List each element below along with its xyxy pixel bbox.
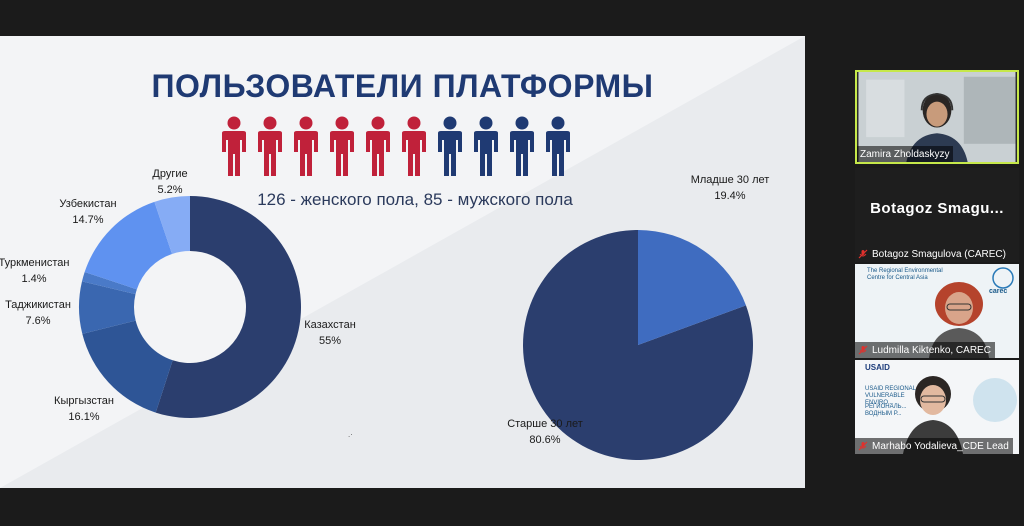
participant-name-bar: Botagoz Smagulova (CAREC) — [855, 246, 1010, 262]
age-pie-slice-label: Старше 30 лет 80.6% — [507, 416, 583, 448]
country-donut-slice — [82, 320, 173, 413]
country-donut-slice-label: Казахстан 55% — [304, 317, 356, 349]
carec-logo-text: carec — [989, 288, 1008, 295]
slice-value: 5.2% — [157, 184, 183, 196]
slice-name: Старше 30 лет — [507, 418, 583, 430]
stray-mark: .· — [348, 430, 353, 439]
mic-muted-icon — [858, 441, 868, 451]
person-male-icon — [546, 116, 570, 176]
person-female-icon — [222, 116, 246, 176]
slice-name: Узбекистан — [59, 198, 117, 210]
participant-name-bar: Zamira Zholdaskyzy — [857, 146, 954, 162]
slide-title: ПОЛЬЗОВАТЕЛИ ПЛАТФОРМЫ — [151, 68, 654, 104]
country-donut-slice — [154, 196, 190, 254]
participant-name-bar: Ludmilla Kiktenko, CAREC — [855, 342, 995, 358]
gender-stat-text: 126 - женского пола, 85 - мужского пола — [257, 190, 573, 209]
participant-tile-marhabo[interactable]: USAID USAID REGIONAL VULNERABLE ENVIRO..… — [855, 360, 1019, 454]
slice-name: Туркменистан — [0, 257, 70, 269]
slice-name: Другие — [152, 168, 188, 180]
slice-value: 7.6% — [25, 315, 51, 327]
country-donut-slice — [79, 281, 136, 334]
person-female-icon — [330, 116, 354, 176]
country-donut-slice — [81, 272, 137, 295]
participant-name: Zamira Zholdaskyzy — [860, 148, 950, 160]
participant-tile-zamira[interactable]: Zamira Zholdaskyzy — [855, 70, 1019, 164]
slice-name: Казахстан — [304, 319, 356, 331]
slice-name: Кыргызстан — [54, 395, 114, 407]
participant-name-bar: Marhabo Yodalieva_CDE Lead — [855, 438, 1013, 454]
person-female-icon — [402, 116, 426, 176]
slice-value: 1.4% — [21, 273, 47, 285]
country-donut-slice-label: Узбекистан 14.7% — [59, 196, 116, 228]
slice-name: Младше 30 лет — [690, 174, 770, 186]
participant-name: Botagoz Smagulova (CAREC) — [872, 248, 1006, 260]
background-text: РЕГИОНАЛЬ... ВОДНЫМ Р... — [865, 404, 907, 417]
person-female-icon — [366, 116, 390, 176]
people-icons — [222, 116, 570, 176]
participant-name: Ludmilla Kiktenko, CAREC — [872, 344, 991, 356]
background-text: The Regional Environmental Centre for Ce… — [867, 268, 943, 281]
participant-no-video — [855, 168, 1019, 262]
person-male-icon — [438, 116, 462, 176]
background-text: USAID REGIONAL VULNERABLE ENVIRO... — [865, 386, 916, 406]
person-male-icon — [510, 116, 534, 176]
slice-value: 55% — [318, 335, 342, 347]
country-donut-slice-label: Кыргызстан 16.1% — [54, 393, 114, 425]
age-pie-slice-label: Младше 30 лет 19.4% — [691, 172, 770, 204]
participant-tile-botagoz[interactable]: Botagoz Smagu... Botagoz Smagulova (CARE… — [855, 168, 1019, 262]
mic-muted-icon — [858, 249, 868, 259]
shared-slide: ПОЛЬЗОВАТЕЛИ ПЛАТФОРМЫ 126 - женского по… — [0, 36, 805, 488]
participant-tile-ludmilla[interactable]: The Regional Environmental Centre for Ce… — [855, 264, 1019, 358]
slice-value: 80.6% — [529, 434, 561, 446]
participant-name: Marhabo Yodalieva_CDE Lead — [872, 440, 1009, 452]
person-male-icon — [474, 116, 498, 176]
age-pie-slice — [638, 230, 746, 345]
mic-muted-icon — [858, 345, 868, 355]
usaid-logo-text: USAID — [865, 363, 890, 372]
person-female-icon — [258, 116, 282, 176]
country-donut-slice-label: Другие 5.2% — [152, 166, 187, 198]
slice-name: Таджикистан — [5, 299, 71, 311]
slice-value: 16.1% — [68, 411, 100, 423]
country-donut-slice — [84, 201, 173, 290]
slice-value: 14.7% — [72, 214, 104, 226]
person-female-icon — [294, 116, 318, 176]
charts-area — [79, 196, 753, 460]
country-donut-slice — [155, 196, 302, 418]
slice-value: 19.4% — [714, 190, 746, 202]
participant-display-name: Botagoz Smagu... — [870, 200, 1004, 217]
country-donut-slice-label: Таджикистан 7.6% — [5, 297, 71, 329]
country-donut-slice-label: Туркменистан 1.4% — [0, 255, 69, 287]
